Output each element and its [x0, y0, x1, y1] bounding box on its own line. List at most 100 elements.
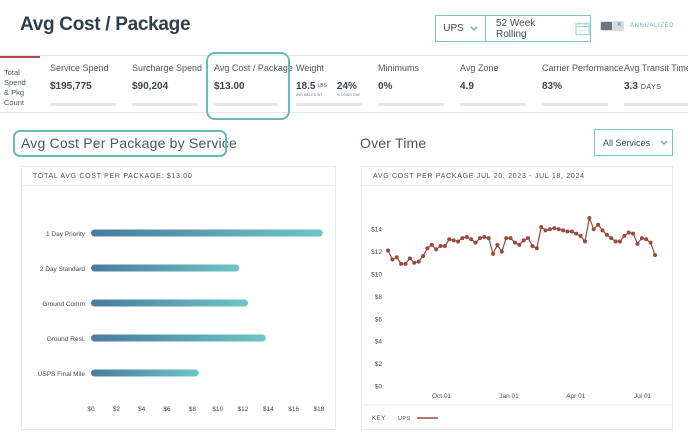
- data-point: [451, 238, 456, 243]
- kpi-avg-transit[interactable]: Avg Transit Time 3.3 DAYS: [616, 56, 688, 114]
- kpi-service-spend[interactable]: Service Spend $195,775: [42, 56, 124, 114]
- kpi-label: Avg Zone: [460, 63, 499, 73]
- kpi-minimums[interactable]: Minimums 0%: [370, 56, 452, 114]
- period-select-value: 52 Week Rolling: [496, 17, 536, 40]
- page-title: Avg Cost / Package: [20, 14, 191, 35]
- bar-category-label: 1 Day Priority: [46, 231, 86, 238]
- kpi-surcharge-spend[interactable]: Surcharge Spend $90,204: [124, 56, 206, 114]
- data-point: [412, 260, 417, 265]
- x-tick-label: $8: [189, 406, 197, 413]
- data-point: [403, 261, 408, 266]
- services-select[interactable]: All Services: [594, 129, 673, 156]
- x-tick-label: $2: [113, 406, 121, 413]
- x-tick-label: $16: [288, 406, 299, 413]
- line-chart-header: AVG COST PER PACKAGE JUL 20, 2023 - JUL …: [362, 167, 672, 186]
- data-point: [394, 255, 399, 260]
- weight-values: 18.5 LBS AVG BILLED WT 24% % USING DIM: [296, 81, 370, 97]
- data-point: [429, 242, 434, 247]
- right-section-title: Over Time: [360, 135, 427, 151]
- data-point: [631, 231, 636, 236]
- x-tick-label: $4: [138, 406, 146, 413]
- data-point: [574, 231, 579, 236]
- line-chart: $0 $2 $4 $6 $8 $10 $12 $14 Oct 01 Jan 01 Apr 01 Jul…: [362, 215, 672, 422]
- data-point: [456, 239, 461, 244]
- dim-usage-value: 24%: [336, 81, 357, 92]
- y-tick-label: $2: [375, 361, 383, 368]
- data-point: [473, 240, 478, 245]
- total-label-line: Count: [4, 98, 25, 107]
- kpi-progress-bar: [542, 103, 608, 106]
- kpi-label: Minimums: [378, 63, 420, 73]
- data-point: [421, 254, 426, 259]
- kpi-progress-bar: [214, 103, 278, 106]
- data-point: [477, 236, 482, 241]
- calendar-icon: [575, 21, 590, 36]
- x-tick-label: $14: [263, 406, 274, 413]
- bar: [91, 264, 240, 272]
- kpi-avg-zone[interactable]: Avg Zone 4.9: [452, 56, 534, 114]
- bar: [91, 299, 249, 307]
- data-point: [582, 239, 587, 244]
- kpi-strip: Total Spend & Pkg Count Service Spend $1…: [0, 55, 688, 113]
- total-label-line: Spend: [4, 78, 26, 87]
- data-point: [526, 236, 531, 241]
- services-select-value: All Services: [603, 137, 651, 148]
- data-point: [438, 244, 443, 248]
- period-select[interactable]: 52 Week Rolling: [486, 16, 590, 41]
- data-point: [469, 237, 474, 242]
- data-point: [407, 256, 412, 261]
- kpi-progress-bar: [296, 103, 362, 106]
- data-point: [386, 248, 390, 253]
- y-tick-label: $14: [371, 227, 382, 234]
- y-tick-label: $0: [375, 384, 383, 391]
- data-point: [521, 238, 526, 243]
- data-point: [635, 241, 640, 246]
- x-tick-label: $6: [163, 406, 171, 413]
- legend-series-label: UPS: [398, 416, 411, 422]
- data-point: [425, 246, 430, 251]
- kpi-label: Avg Transit Time: [624, 63, 688, 73]
- kpi-avg-cost[interactable]: Avg Cost / Package $13.00: [206, 56, 293, 114]
- data-point: [442, 244, 447, 248]
- bar: [91, 229, 323, 237]
- bar: [91, 334, 266, 342]
- data-point: [499, 249, 504, 254]
- kpi-label: Service Spend: [50, 63, 109, 73]
- data-point: [486, 236, 491, 241]
- data-point: [626, 230, 631, 235]
- data-point: [604, 232, 609, 237]
- x-tick-label: Apr 01: [566, 393, 586, 400]
- data-point: [399, 261, 404, 266]
- data-point: [539, 224, 544, 229]
- data-point: [504, 236, 509, 241]
- kpi-carrier-performance[interactable]: Carrier Performance 83%: [534, 56, 624, 114]
- data-point: [565, 229, 570, 234]
- billed-weight-caption: AVG BILLED WT: [296, 93, 323, 97]
- data-point: [447, 237, 452, 242]
- kpi-weight[interactable]: Weight 18.5 LBS AVG BILLED WT 24% % USIN…: [288, 56, 370, 114]
- bar-category-label: 2 Day Standard: [40, 266, 86, 273]
- data-point: [517, 242, 522, 247]
- transit-unit: DAYS: [640, 84, 662, 91]
- kpi-total-label[interactable]: Total Spend & Pkg Count: [0, 56, 40, 114]
- annualized-toggle[interactable]: ×: [600, 19, 624, 31]
- data-point: [648, 240, 653, 245]
- line-chart-card: AVG COST PER PACKAGE JUL 20, 2023 - JUL …: [361, 166, 673, 430]
- x-tick-label: $10: [212, 406, 223, 413]
- y-tick-label: $10: [371, 272, 382, 279]
- kpi-progress-bar: [50, 103, 116, 106]
- kpi-value: 0%: [378, 81, 393, 92]
- kpi-value: $195,775: [50, 81, 92, 92]
- data-point: [482, 235, 487, 240]
- kpi-label: Avg Cost / Package: [214, 63, 293, 73]
- data-point: [464, 235, 469, 240]
- data-point: [495, 242, 500, 247]
- carrier-select[interactable]: UPS: [436, 16, 486, 41]
- data-point: [609, 236, 614, 241]
- x-tick-label: $12: [238, 406, 249, 413]
- data-point: [587, 216, 592, 220]
- close-icon: ×: [616, 19, 622, 29]
- data-point: [547, 227, 552, 232]
- bar-chart-card: TOTAL AVG COST PER PACKAGE: $13.00 1 Day…: [21, 166, 336, 430]
- y-tick-label: $12: [371, 249, 382, 256]
